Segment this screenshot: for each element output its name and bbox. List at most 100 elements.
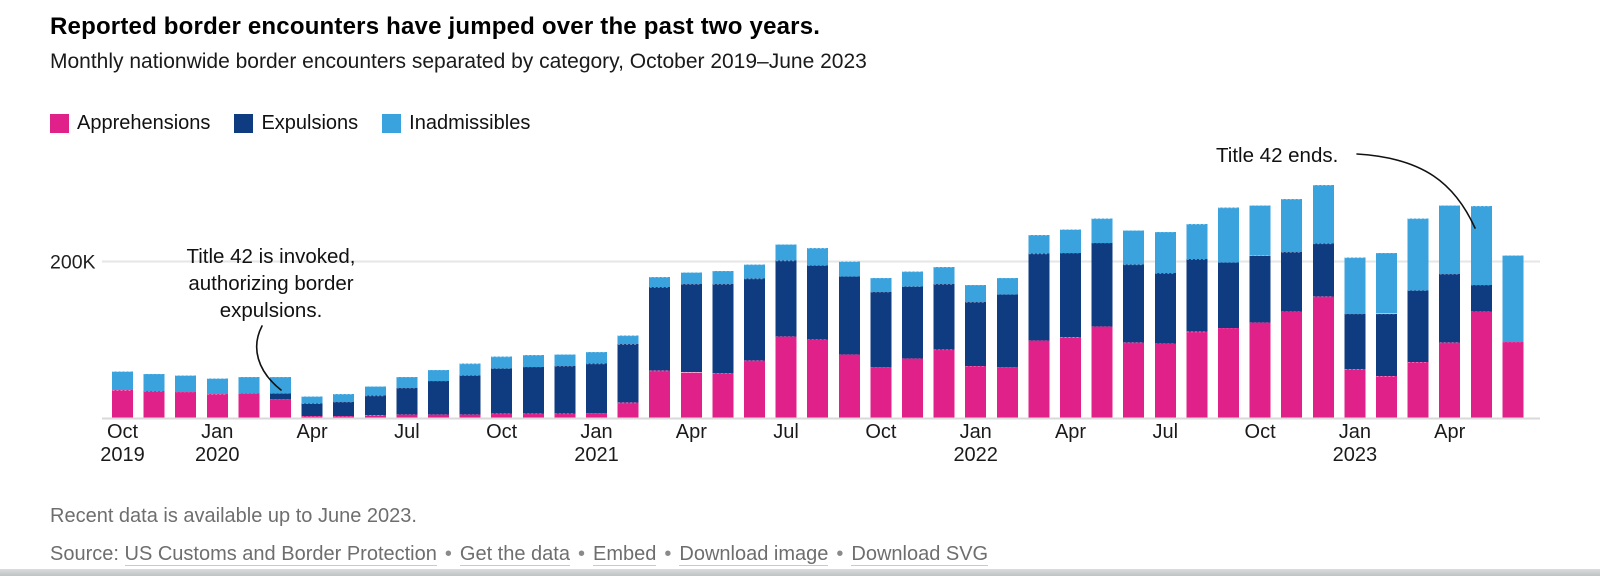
bar-segment-inadmissibles-mar-2023[interactable] <box>1407 218 1429 291</box>
bar-segment-apprehensions-jun-2020[interactable] <box>364 415 386 418</box>
bar-segment-inadmissibles-jan-2020[interactable] <box>206 378 228 395</box>
bar-segment-apprehensions-sep-2022[interactable] <box>1218 327 1239 418</box>
bar-segment-inadmissibles-apr-2023[interactable] <box>1439 205 1461 274</box>
bar-segment-expulsions-apr-2021[interactable] <box>680 284 702 373</box>
bar-segment-inadmissibles-sep-2022[interactable] <box>1218 207 1239 263</box>
bar-segment-expulsions-oct-2020[interactable] <box>491 368 513 414</box>
bar-segment-inadmissibles-dec-2022[interactable] <box>1312 185 1334 244</box>
bar-segment-inadmissibles-dec-2021[interactable] <box>933 267 955 285</box>
bar-segment-inadmissibles-jan-2023[interactable] <box>1344 257 1366 314</box>
footer-link-embed[interactable]: Embed <box>592 543 657 566</box>
footer-link-get-the-data[interactable]: Get the data <box>459 543 570 566</box>
bar-segment-inadmissibles-may-2021[interactable] <box>712 270 734 285</box>
bar-segment-apprehensions-sep-2021[interactable] <box>838 354 860 418</box>
bar-segment-expulsions-apr-2022[interactable] <box>1060 252 1081 338</box>
bar-segment-inadmissibles-apr-2021[interactable] <box>680 272 702 285</box>
bar-segment-inadmissibles-oct-2021[interactable] <box>870 277 892 292</box>
bar-segment-apprehensions-nov-2022[interactable] <box>1281 311 1303 418</box>
bar-segment-inadmissibles-oct-2022[interactable] <box>1249 205 1271 256</box>
bar-segment-inadmissibles-may-2023[interactable] <box>1470 206 1492 285</box>
bar-segment-inadmissibles-feb-2020[interactable] <box>238 376 260 394</box>
bar-segment-expulsions-feb-2023[interactable] <box>1376 313 1397 377</box>
bar-segment-apprehensions-apr-2021[interactable] <box>680 372 702 418</box>
bar-segment-apprehensions-dec-2020[interactable] <box>554 413 576 418</box>
bar-segment-expulsions-jan-2021[interactable] <box>586 363 607 413</box>
bar-segment-inadmissibles-jan-2021[interactable] <box>586 352 607 364</box>
footer-link-us-customs-and-border-protection[interactable]: US Customs and Border Protection <box>124 543 437 566</box>
bar-segment-apprehensions-oct-2020[interactable] <box>491 413 513 418</box>
bar-segment-apprehensions-may-2022[interactable] <box>1091 326 1113 418</box>
bar-segment-inadmissibles-nov-2019[interactable] <box>143 373 165 391</box>
bar-segment-inadmissibles-feb-2021[interactable] <box>617 335 639 345</box>
bar-segment-expulsions-nov-2022[interactable] <box>1281 252 1303 312</box>
bar-segment-apprehensions-oct-2019[interactable] <box>112 390 133 418</box>
bar-segment-expulsions-may-2020[interactable] <box>333 401 355 416</box>
bar-segment-expulsions-jul-2020[interactable] <box>396 387 418 415</box>
bar-segment-apprehensions-may-2020[interactable] <box>333 415 355 418</box>
footer-link-download-image[interactable]: Download image <box>679 543 829 566</box>
bar-segment-inadmissibles-feb-2022[interactable] <box>996 277 1018 295</box>
bar-segment-expulsions-may-2021[interactable] <box>712 284 734 373</box>
bar-segment-apprehensions-apr-2020[interactable] <box>301 415 323 418</box>
bar-segment-expulsions-oct-2022[interactable] <box>1249 255 1271 323</box>
bar-segment-expulsions-dec-2022[interactable] <box>1312 243 1334 297</box>
bar-segment-inadmissibles-aug-2022[interactable] <box>1186 224 1208 260</box>
bar-segment-inadmissibles-jul-2020[interactable] <box>396 376 418 388</box>
bar-segment-apprehensions-nov-2019[interactable] <box>143 391 165 418</box>
bar-segment-expulsions-oct-2021[interactable] <box>870 291 892 367</box>
bar-segment-expulsions-apr-2023[interactable] <box>1439 274 1461 343</box>
bar-segment-expulsions-mar-2022[interactable] <box>1028 253 1050 341</box>
bar-segment-expulsions-jul-2022[interactable] <box>1154 273 1176 344</box>
bar-segment-inadmissibles-apr-2020[interactable] <box>301 396 323 404</box>
bar-segment-expulsions-mar-2020[interactable] <box>270 393 291 399</box>
bar-segment-apprehensions-jan-2023[interactable] <box>1344 369 1366 418</box>
bar-segment-expulsions-dec-2021[interactable] <box>933 284 955 350</box>
bar-segment-apprehensions-feb-2022[interactable] <box>996 366 1018 418</box>
bar-segment-inadmissibles-sep-2021[interactable] <box>838 261 860 277</box>
bar-segment-apprehensions-jul-2021[interactable] <box>775 336 797 418</box>
bar-segment-expulsions-jul-2021[interactable] <box>775 260 797 337</box>
bar-segment-expulsions-may-2023[interactable] <box>1470 284 1492 312</box>
bar-segment-inadmissibles-nov-2020[interactable] <box>522 355 544 367</box>
bar-segment-apprehensions-may-2023[interactable] <box>1470 311 1492 418</box>
bar-segment-inadmissibles-nov-2021[interactable] <box>902 271 923 287</box>
bar-segment-expulsions-feb-2021[interactable] <box>617 344 639 403</box>
bar-segment-expulsions-sep-2020[interactable] <box>459 375 481 415</box>
bar-segment-expulsions-jun-2020[interactable] <box>364 395 386 416</box>
bar-segment-apprehensions-jun-2021[interactable] <box>744 360 765 418</box>
bar-segment-inadmissibles-apr-2022[interactable] <box>1060 229 1081 253</box>
bar-segment-expulsions-jan-2023[interactable] <box>1344 313 1366 370</box>
bar-segment-inadmissibles-may-2020[interactable] <box>333 394 355 402</box>
bar-segment-expulsions-aug-2021[interactable] <box>807 265 829 340</box>
bar-segment-inadmissibles-may-2022[interactable] <box>1091 218 1113 243</box>
bar-segment-apprehensions-jan-2021[interactable] <box>586 412 607 418</box>
bar-segment-inadmissibles-jan-2022[interactable] <box>965 284 987 303</box>
bar-segment-apprehensions-may-2021[interactable] <box>712 373 734 418</box>
bar-segment-inadmissibles-oct-2020[interactable] <box>491 356 513 369</box>
bar-segment-apprehensions-jun-2022[interactable] <box>1123 342 1145 418</box>
bar-segment-inadmissibles-mar-2022[interactable] <box>1028 235 1050 254</box>
bar-segment-inadmissibles-sep-2020[interactable] <box>459 363 481 376</box>
bar-segment-expulsions-apr-2020[interactable] <box>301 403 323 417</box>
bar-segment-expulsions-aug-2022[interactable] <box>1186 259 1208 332</box>
bar-segment-apprehensions-aug-2021[interactable] <box>807 339 829 418</box>
bar-segment-inadmissibles-jun-2020[interactable] <box>364 386 386 396</box>
bar-segment-apprehensions-jun-2023[interactable] <box>1502 341 1524 418</box>
bar-segment-inadmissibles-mar-2021[interactable] <box>649 277 671 288</box>
bar-segment-expulsions-nov-2020[interactable] <box>522 366 544 414</box>
footer-link-download-svg[interactable]: Download SVG <box>851 543 989 566</box>
bar-segment-expulsions-jan-2022[interactable] <box>965 302 987 367</box>
bar-segment-apprehensions-aug-2022[interactable] <box>1186 331 1208 418</box>
bar-segment-apprehensions-feb-2023[interactable] <box>1376 376 1397 418</box>
bar-segment-expulsions-sep-2021[interactable] <box>838 276 860 355</box>
bar-segment-apprehensions-aug-2020[interactable] <box>428 414 449 418</box>
bar-segment-apprehensions-mar-2020[interactable] <box>270 398 291 418</box>
bar-segment-apprehensions-sep-2020[interactable] <box>459 414 481 418</box>
bar-segment-expulsions-jun-2022[interactable] <box>1123 264 1145 343</box>
bar-segment-expulsions-mar-2023[interactable] <box>1407 290 1429 363</box>
bar-segment-apprehensions-feb-2021[interactable] <box>617 402 639 418</box>
bar-segment-inadmissibles-aug-2021[interactable] <box>807 248 829 266</box>
bar-segment-apprehensions-feb-2020[interactable] <box>238 393 260 418</box>
bar-segment-apprehensions-jan-2022[interactable] <box>965 366 987 418</box>
bar-segment-inadmissibles-mar-2020[interactable] <box>270 376 291 394</box>
